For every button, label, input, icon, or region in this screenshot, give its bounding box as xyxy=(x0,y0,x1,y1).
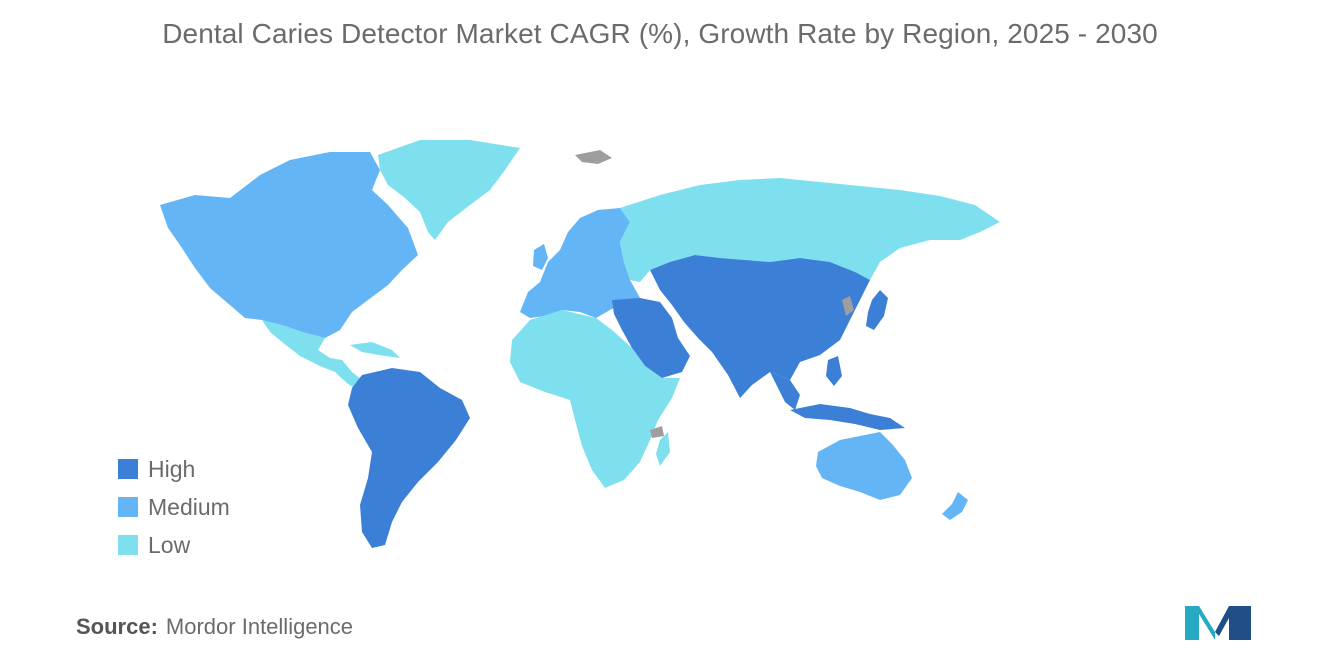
region-middle-east xyxy=(612,298,690,378)
legend-label-medium: Medium xyxy=(148,493,230,520)
legend-item-low: Low xyxy=(118,526,230,564)
region-caribbean xyxy=(350,342,400,358)
region-korea xyxy=(842,296,854,316)
legend-swatch-high xyxy=(118,459,138,479)
region-uk xyxy=(533,244,548,270)
region-southeast-asia xyxy=(770,356,905,430)
region-asia xyxy=(650,255,870,398)
source-value: Mordor Intelligence xyxy=(165,614,354,639)
legend: High Medium Low xyxy=(118,450,230,564)
legend-swatch-medium xyxy=(118,497,138,517)
region-new-zealand xyxy=(942,492,968,520)
region-japan xyxy=(866,290,888,330)
region-europe xyxy=(520,208,640,318)
legend-label-low: Low xyxy=(148,531,191,558)
legend-item-high: High xyxy=(118,450,230,488)
legend-item-medium: Medium xyxy=(118,488,230,526)
region-greenland xyxy=(378,140,520,240)
region-africa xyxy=(510,310,680,488)
legend-label-high: High xyxy=(148,455,196,482)
region-australia xyxy=(816,432,912,500)
mordor-logo-icon xyxy=(1185,606,1251,640)
region-madagascar xyxy=(656,432,670,466)
source-note: Source: Mordor Intelligence xyxy=(76,614,353,640)
legend-swatch-low xyxy=(118,535,138,555)
region-north-america xyxy=(160,152,418,338)
region-south-america xyxy=(348,368,470,548)
source-label: Source: xyxy=(76,614,158,639)
region-central-america xyxy=(262,320,372,392)
region-russia xyxy=(620,178,1000,282)
chart-title: Dental Caries Detector Market CAGR (%), … xyxy=(162,18,1158,49)
